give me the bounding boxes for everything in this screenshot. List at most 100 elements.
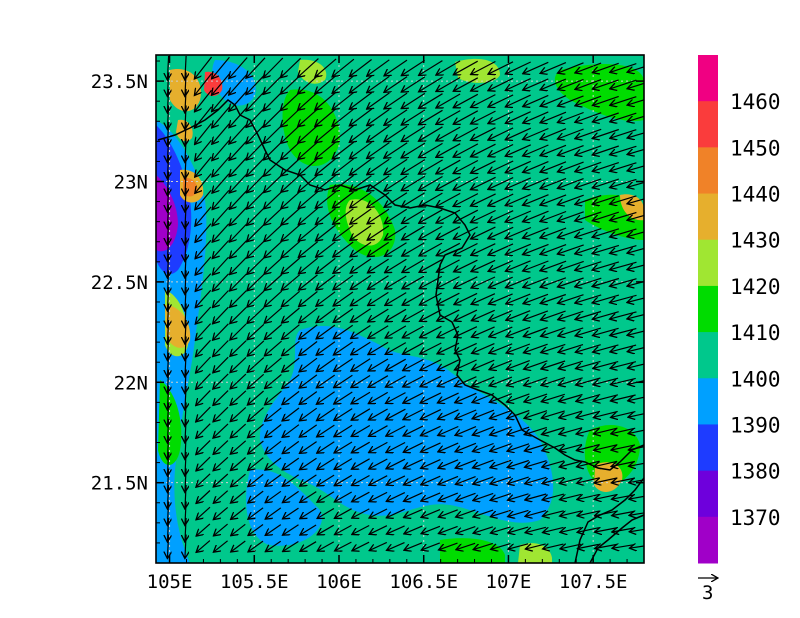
wind-vector [196, 439, 211, 454]
wind-vector [540, 293, 566, 304]
wind-vector [507, 426, 530, 435]
wind-vector [265, 424, 282, 438]
wind-vector [212, 190, 230, 209]
wind-vector [265, 374, 282, 389]
wind-vector [351, 374, 371, 388]
wind-vector [627, 229, 644, 236]
wind-vector [264, 324, 283, 340]
wind-vector [437, 375, 459, 387]
wind-vector [185, 72, 186, 97]
wind-vector [299, 274, 318, 290]
wind-vector [610, 311, 637, 319]
wind-vector [575, 145, 602, 155]
wind-vector [384, 208, 408, 223]
wind-vector [282, 490, 299, 502]
wind-vector [194, 73, 213, 96]
wind-vector [334, 491, 352, 502]
wind-vector [185, 418, 186, 443]
wind-vector [558, 377, 583, 385]
wind-vector [333, 308, 354, 323]
wind-vector [212, 73, 230, 95]
wind-vector [247, 273, 265, 291]
wind-vector [246, 173, 266, 193]
wind-vector [420, 425, 441, 435]
wind-vector [575, 112, 602, 123]
wind-vector [419, 93, 443, 109]
wind-vector [247, 257, 265, 275]
wind-vector [402, 242, 425, 256]
wind-vector [333, 191, 354, 208]
wind-vector [559, 393, 583, 402]
wind-vector [247, 190, 265, 209]
wind-vector [248, 457, 264, 471]
wind-vector [472, 409, 495, 419]
wind-vector [229, 90, 248, 112]
wind-vector [385, 325, 407, 338]
wind-vector [185, 88, 186, 113]
wind-vector [523, 194, 549, 206]
wind-vector [299, 441, 317, 454]
wind-vector [212, 173, 230, 193]
wind-vector [505, 177, 532, 189]
wind-vector [212, 56, 230, 79]
wind-vector [369, 441, 388, 452]
wind-vector [264, 173, 283, 192]
wind-vector [248, 440, 264, 454]
wind-vector [472, 426, 494, 435]
wind-vector [575, 244, 602, 254]
wind-vector [248, 524, 264, 536]
wind-vector [523, 227, 549, 238]
wind-vector [592, 79, 619, 89]
wind-vector [523, 243, 549, 254]
wind-vector [541, 343, 566, 352]
wind-vector [317, 507, 335, 519]
wind-vector [575, 310, 602, 320]
wind-vector [246, 90, 266, 111]
wind-vector [453, 226, 478, 239]
wind-vector [282, 390, 300, 404]
wind-vector [167, 484, 168, 509]
wind-vector [436, 143, 461, 158]
wind-vector [298, 191, 319, 209]
wind-vector [167, 237, 168, 262]
field-lowland [259, 325, 554, 523]
wind-vector [540, 111, 567, 123]
wind-vector [230, 340, 247, 357]
wind-vector [350, 291, 372, 306]
wind-vector [575, 79, 602, 90]
wind-vector [299, 341, 318, 356]
wind-vector [488, 226, 514, 238]
wind-vector [229, 73, 248, 95]
wind-vector [456, 542, 476, 549]
wind-vector [265, 524, 282, 536]
wind-vector [523, 94, 549, 106]
wind-vector [419, 142, 443, 157]
wind-vector [316, 241, 336, 257]
wind-vector [282, 357, 300, 372]
wind-vector [505, 61, 531, 74]
wind-vector [299, 307, 318, 323]
wind-vector [185, 319, 186, 344]
wind-vector [629, 512, 644, 516]
wind-vector [438, 475, 459, 484]
wind-vector [540, 260, 567, 271]
wind-vector [230, 240, 247, 259]
wind-vector [453, 143, 479, 157]
wind-vector [404, 542, 423, 550]
wind-vector [470, 176, 496, 189]
wind-vector [471, 293, 496, 305]
wind-vector [627, 362, 644, 368]
wind-vector [231, 490, 246, 503]
wind-vector [317, 474, 335, 486]
wind-vector [523, 210, 549, 222]
colorbar-label: 1390 [730, 414, 781, 438]
wind-vector [299, 407, 318, 421]
wind-vector [196, 389, 211, 405]
wind-vector [185, 352, 186, 377]
wind-vector [523, 293, 549, 303]
wind-vector [506, 310, 531, 321]
wind-vector [282, 424, 300, 438]
colorbar-label: 1410 [730, 321, 781, 345]
wind-vector [195, 223, 212, 243]
wind-vector [185, 237, 186, 262]
